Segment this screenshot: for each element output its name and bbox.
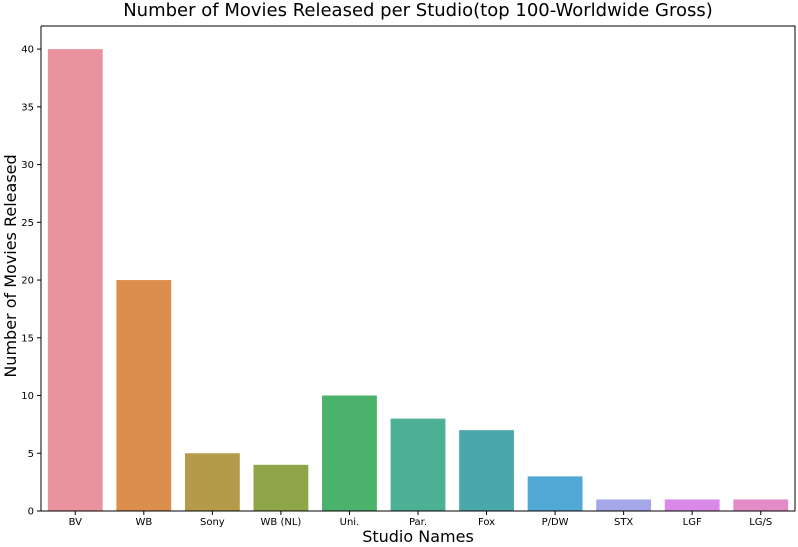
bar-uni — [322, 395, 377, 511]
bar-wb — [116, 280, 172, 511]
x-tick-label: BV — [69, 517, 83, 528]
y-tick-label: 15 — [21, 333, 34, 344]
x-tick-label: Uni. — [340, 517, 360, 528]
plot-frame — [40, 25, 796, 512]
chart-title: Number of Movies Released per Studio(top… — [123, 0, 713, 21]
x-tick-label: LGF — [683, 517, 702, 528]
x-tick-label: WB — [135, 517, 152, 528]
x-tick-label: Par. — [409, 517, 427, 528]
y-tick-label: 25 — [21, 218, 34, 229]
bar-bv — [47, 49, 103, 511]
x-tick-label: LG/S — [749, 517, 772, 528]
x-tick-label: P/DW — [542, 517, 569, 528]
x-tick-label: STX — [614, 517, 633, 528]
bar-fox — [459, 430, 514, 511]
bar-lg-s — [733, 499, 789, 511]
y-tick-label: 30 — [21, 160, 34, 171]
x-tick-label: WB (NL) — [261, 517, 302, 528]
y-tick-label: 5 — [28, 449, 34, 460]
bar-stx — [596, 499, 652, 511]
bar-wb-nl — [253, 464, 309, 511]
x-tick-label: Sony — [200, 517, 225, 528]
y-tick-label: 10 — [21, 391, 34, 402]
plot-area: 0 5 10 15 20 25 30 35 40 BV WB Sony WB (NL) Uni. Par. F… — [21, 25, 796, 528]
y-tick-label: 20 — [21, 276, 34, 287]
x-axis-label: Studio Names — [362, 527, 474, 546]
y-tick-label: 0 — [28, 507, 34, 518]
bar-sony — [184, 453, 240, 511]
y-tick-label: 35 — [21, 102, 34, 113]
y-axis-label: Number of Movies Released — [1, 154, 20, 377]
x-tick-label: Fox — [478, 517, 495, 528]
bar-lgf — [664, 499, 720, 511]
bar-par — [390, 418, 446, 511]
bar-p-dw — [527, 476, 583, 511]
y-tick-label: 40 — [21, 45, 34, 56]
